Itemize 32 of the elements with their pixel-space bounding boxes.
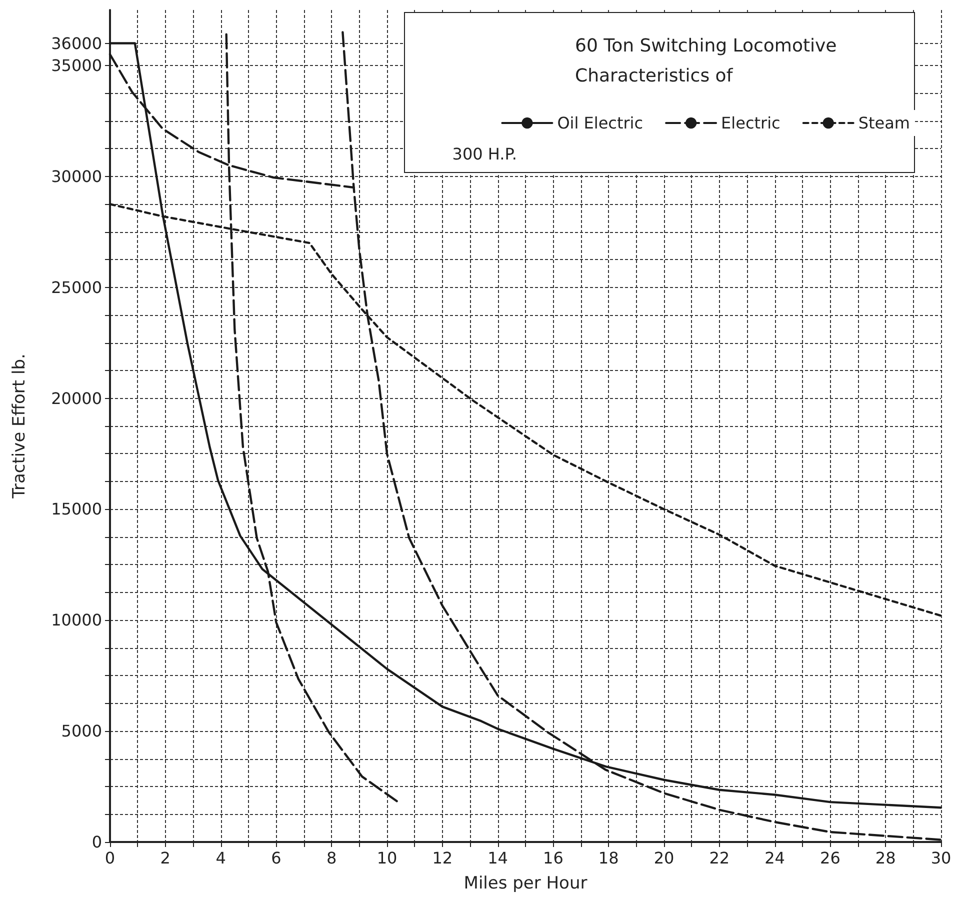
y-tick-label: 35000 xyxy=(51,56,102,75)
text: 60 Ton Switching Locomotive Characteristics of xyxy=(575,36,842,86)
y-tick-label: 0 xyxy=(92,832,102,852)
x-tick-label: 8 xyxy=(326,848,337,868)
y-tick-label: 20000 xyxy=(51,388,102,408)
x-tick-label: 26 xyxy=(820,848,840,868)
y-tick-label: 36000 xyxy=(51,34,102,53)
x-tick-label: 14 xyxy=(488,848,508,868)
y-axis-title: Tractive Effort lb. xyxy=(10,354,30,500)
x-tick-label: 22 xyxy=(709,848,730,868)
legend-label: Electric xyxy=(721,114,780,132)
x-tick-label: 2 xyxy=(160,848,170,868)
x-tick-label: 12 xyxy=(432,848,453,868)
y-tick-label: 10000 xyxy=(51,610,102,630)
x-axis-title: Miles per Hour xyxy=(464,874,588,894)
legend-label: Steam xyxy=(858,114,910,132)
x-tick-label: 4 xyxy=(216,848,226,868)
y-tick-label: 15000 xyxy=(51,500,102,519)
x-tick-label: 0 xyxy=(104,848,116,868)
x-tick-label: 28 xyxy=(875,848,896,868)
y-tick-label: 30000 xyxy=(51,166,102,186)
x-tick-label: 6 xyxy=(271,848,282,868)
annotation: 300 H.P. xyxy=(452,144,517,164)
y-tick-label: 25000 xyxy=(51,278,102,297)
x-tick-label: 10 xyxy=(376,848,398,868)
y-tick-label: 5000 xyxy=(61,722,102,741)
x-tick-label: 16 xyxy=(543,848,564,868)
x-tick-label: 20 xyxy=(654,848,674,868)
x-tick-label: 30 xyxy=(930,848,952,868)
x-tick-label: 18 xyxy=(598,848,619,868)
x-tick-label: 24 xyxy=(764,848,785,868)
legend-label: Oil Electric xyxy=(557,114,644,132)
